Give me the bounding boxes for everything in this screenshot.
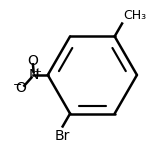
Text: O: O bbox=[16, 81, 27, 95]
Text: Br: Br bbox=[55, 129, 70, 143]
Text: −: − bbox=[12, 80, 22, 90]
Text: N: N bbox=[29, 68, 39, 82]
Text: +: + bbox=[33, 67, 41, 77]
Text: O: O bbox=[27, 54, 38, 68]
Text: CH₃: CH₃ bbox=[124, 9, 147, 22]
